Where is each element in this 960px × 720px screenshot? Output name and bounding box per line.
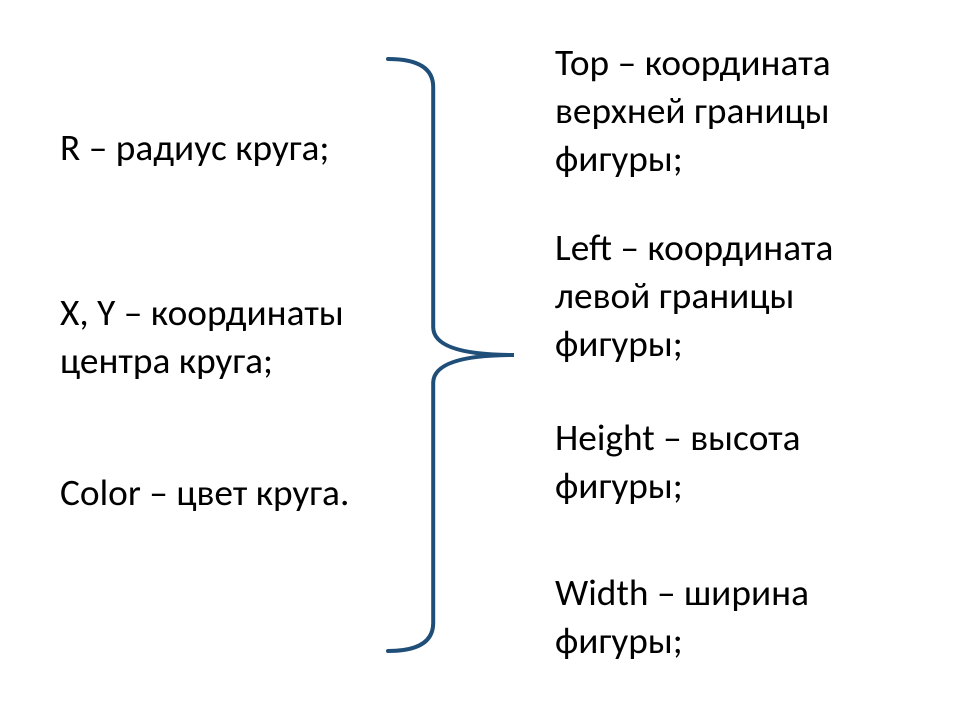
left-item-color: Color – цвет круга.	[60, 470, 380, 518]
left-item-r: R – радиус круга;	[60, 125, 380, 173]
right-item-width: Width – ширина фигуры;	[555, 570, 925, 666]
right-item-top: Top – координата верхней границы фигуры;	[555, 40, 925, 183]
left-item-xy: X, Y – координаты центра круга;	[60, 290, 380, 386]
right-brace-icon	[380, 55, 520, 655]
right-item-height: Height – высота фигуры;	[555, 415, 925, 511]
right-item-left: Left – координата левой границы фигуры;	[555, 225, 925, 368]
